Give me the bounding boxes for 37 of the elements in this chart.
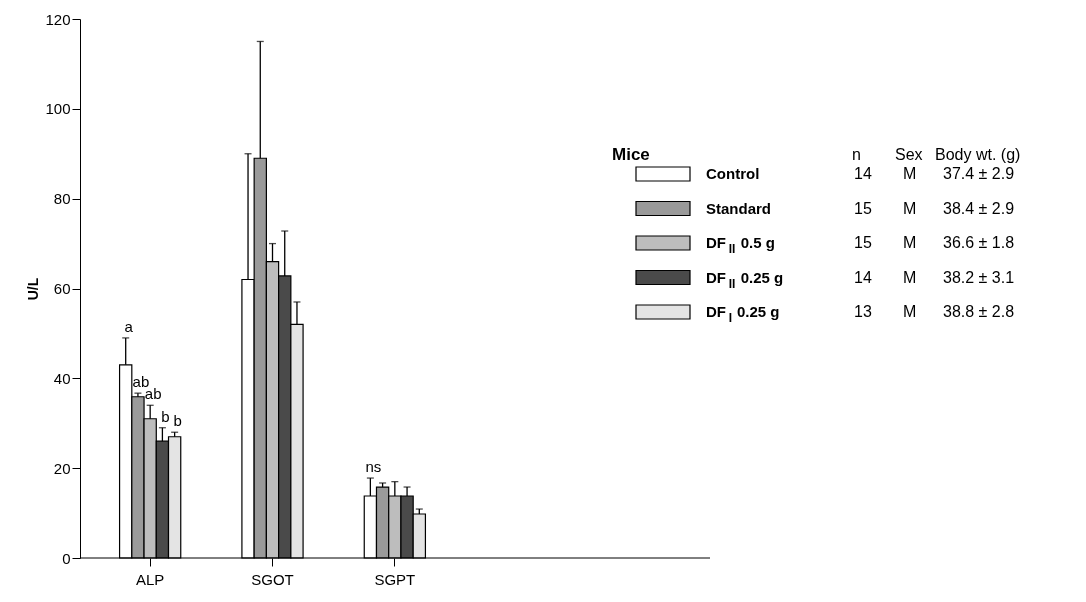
x-tick-label: SGOT	[251, 570, 294, 588]
text: 36.6 ± 1.8	[943, 234, 1015, 251]
data-label: b	[173, 412, 182, 430]
y-axis-title: U/L	[25, 277, 42, 301]
text: M	[903, 303, 917, 320]
legend-title: Mice	[612, 145, 650, 164]
legend-label: Standard	[706, 199, 772, 217]
text: 14	[854, 165, 872, 182]
y-tick-label: 120	[45, 10, 71, 28]
text: 37.4 ± 2.9	[943, 165, 1015, 182]
x-tick-label: SGPT	[374, 570, 416, 588]
x-tick-label: ALP	[135, 570, 165, 588]
text: Sex	[895, 146, 923, 163]
y-tick-label: 40	[53, 369, 71, 387]
legend-label: Control	[706, 165, 760, 182]
text: M	[903, 234, 917, 251]
text: M	[903, 165, 917, 182]
data-label: ab	[132, 373, 150, 391]
y-tick-label: 60	[53, 280, 71, 297]
text: n	[852, 146, 861, 163]
data-label: ns	[365, 458, 382, 476]
data-label: b	[161, 407, 170, 425]
text: M	[903, 199, 917, 217]
data-label: a	[124, 317, 134, 335]
text: 38.8 ± 2.8	[943, 303, 1015, 320]
y-tick-label: 20	[53, 459, 71, 477]
text: Body wt. (g)	[935, 146, 1021, 163]
y-tick-label: 100	[45, 100, 71, 118]
text: 15	[854, 199, 872, 217]
text: 13	[854, 303, 872, 320]
text: 14	[854, 268, 872, 286]
text: 38.4 ± 2.9	[943, 199, 1015, 217]
text: 38.2 ± 3.1	[943, 268, 1015, 286]
text: M	[903, 268, 917, 286]
y-tick-label: 80	[53, 190, 71, 208]
text: 15	[854, 234, 872, 251]
y-tick-label: 0	[62, 549, 71, 567]
